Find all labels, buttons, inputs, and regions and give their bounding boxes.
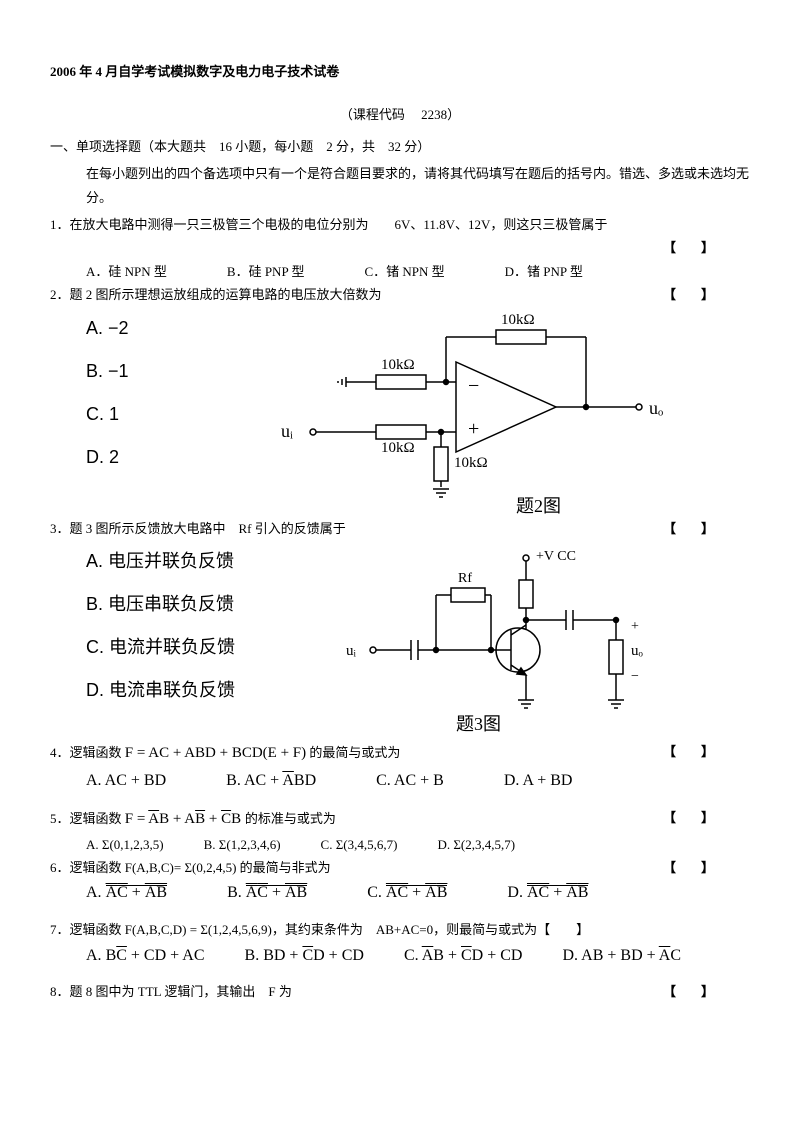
- svg-text:Rf: Rf: [458, 571, 472, 586]
- question-4: 4．逻辑函数 F = AC + ABD + BCD(E + F) 的最简与或式为…: [50, 740, 750, 767]
- q7-c: C. AB + CD + CD: [404, 942, 523, 971]
- svg-text:题3图: 题3图: [456, 714, 501, 734]
- svg-text:10kΩ: 10kΩ: [381, 357, 415, 373]
- svg-text:uₒ: uₒ: [649, 398, 663, 418]
- q3-d: D. 电流串联负反馈: [86, 669, 306, 712]
- q4-b: B. AC + ABD: [226, 767, 316, 796]
- q3-options: A. 电压并联负反馈 B. 电压串联负反馈 C. 电流并联负反馈 D. 电流串联…: [50, 540, 306, 713]
- q6-d: D. AC + AB: [507, 879, 588, 908]
- question-3: 3．题 3 图所示反馈放大电路中 Rf 引入的反馈属于 【 】: [50, 517, 750, 540]
- q6-c: C. AC + AB: [367, 879, 447, 908]
- svg-text:10kΩ: 10kΩ: [381, 440, 415, 456]
- q2-a: A. −2: [86, 307, 236, 350]
- svg-text:−: −: [631, 669, 639, 684]
- q4-expr: F = AC + ABD + BCD(E + F): [125, 745, 306, 761]
- section-heading: 一、单项选择题（本大题共 16 小题，每小题 2 分，共 32 分）: [50, 135, 750, 158]
- svg-text:uᵢ: uᵢ: [281, 421, 293, 441]
- question-2: 2．题 2 图所示理想运放组成的运算电路的电压放大倍数为 【 】: [50, 283, 750, 306]
- q5-c: C. Σ(3,4,5,6,7): [321, 833, 398, 856]
- q7-b: B. BD + CD + CD: [245, 942, 364, 971]
- q2-options: A. −2 B. −1 C. 1 D. 2: [50, 307, 236, 480]
- svg-text:−: −: [468, 375, 479, 397]
- svg-text:+: +: [468, 418, 479, 440]
- q4-bracket: 【 】: [663, 740, 720, 763]
- q8-bracket: 【 】: [663, 980, 720, 1003]
- q4-post: 的最简与或式为: [309, 745, 400, 760]
- q4-pre: 4．逻辑函数: [50, 745, 125, 760]
- q5-a: A. Σ(0,1,2,3,5): [86, 833, 164, 856]
- q5-d: D. Σ(2,3,4,5,7): [437, 833, 515, 856]
- question-1: 1．在放大电路中测得一只三极管三个电极的电位分别为 6V、11.8V、12V，则…: [50, 213, 750, 236]
- q2-figure: − + 10kΩ 10kΩ u: [256, 307, 676, 517]
- q2-b: B. −1: [86, 350, 236, 393]
- svg-text:uₒ: uₒ: [631, 643, 644, 659]
- svg-text:题2图: 题2图: [516, 496, 561, 516]
- q7-d: D. AB + BD + AC: [562, 942, 681, 971]
- course-code: （课程代码 2238）: [50, 103, 750, 126]
- q6-a: A. AC + AB: [86, 879, 167, 908]
- q3-bracket: 【 】: [663, 517, 720, 540]
- q1-a: A．硅 NPN 型: [86, 260, 167, 283]
- q5-b: B. Σ(1,2,3,4,6): [204, 833, 281, 856]
- question-7: 7．逻辑函数 F(A,B,C,D) = Σ(1,2,4,5,6,9)，其约束条件…: [50, 918, 750, 941]
- q7-options: A. BC + CD + AC B. BD + CD + CD C. AB + …: [50, 942, 750, 971]
- q1-bracket: 【 】: [663, 236, 720, 259]
- q4-options: A. AC + BD B. AC + ABD C. AC + B D. A + …: [50, 767, 750, 796]
- q1-b: B．硅 PNP 型: [227, 260, 305, 283]
- q4-c: C. AC + B: [376, 767, 444, 796]
- page-title: 2006 年 4 月自学考试模拟数字及电力电子技术试卷: [50, 60, 750, 83]
- q3-b: B. 电压串联负反馈: [86, 583, 306, 626]
- q6-bracket: 【 】: [663, 856, 720, 879]
- svg-text:+V CC: +V CC: [536, 549, 576, 564]
- q8-text: 8．题 8 图中为 TTL 逻辑门，其输出 F 为: [50, 984, 292, 999]
- q3-a: A. 电压并联负反馈: [86, 540, 306, 583]
- q7-text: 7．逻辑函数 F(A,B,C,D) = Σ(1,2,4,5,6,9)，其约束条件…: [50, 922, 589, 937]
- q6-options: A. AC + AB B. AC + AB C. AC + AB D. AC +…: [50, 879, 750, 908]
- code-value: 2238）: [421, 107, 460, 122]
- q6-b: B. AC + AB: [227, 879, 307, 908]
- svg-text:+: +: [631, 619, 639, 634]
- q1-c: C．锗 NPN 型: [364, 260, 444, 283]
- code-label: （课程代码: [340, 107, 405, 122]
- q7-a: A. BC + CD + AC: [86, 942, 205, 971]
- q1-text: 1．在放大电路中测得一只三极管三个电极的电位分别为 6V、11.8V、12V，则…: [50, 217, 607, 232]
- q2-bracket: 【 】: [663, 283, 720, 306]
- q1-d: D．锗 PNP 型: [505, 260, 583, 283]
- q5-options: A. Σ(0,1,2,3,5) B. Σ(1,2,3,4,6) C. Σ(3,4…: [50, 833, 750, 856]
- q5-bracket: 【 】: [663, 806, 720, 829]
- question-6: 6．逻辑函数 F(A,B,C)= Σ(0,2,4,5) 的最简与非式为 【 】: [50, 856, 750, 879]
- q4-d: D. A + BD: [504, 767, 573, 796]
- question-8: 8．题 8 图中为 TTL 逻辑门，其输出 F 为 【 】: [50, 980, 750, 1003]
- q6-text: 6．逻辑函数 F(A,B,C)= Σ(0,2,4,5) 的最简与非式为: [50, 860, 331, 875]
- svg-text:10kΩ: 10kΩ: [501, 312, 535, 328]
- q2-c: C. 1: [86, 393, 236, 436]
- section-note: 在每小题列出的四个备选项中只有一个是符合题目要求的，请将其代码填写在题后的括号内…: [50, 162, 750, 209]
- q5-expr: F = AB + AB + CB: [125, 811, 245, 827]
- q3-figure: +V CC Rf: [326, 540, 666, 740]
- q4-a: A. AC + BD: [86, 767, 166, 796]
- svg-text:10kΩ: 10kΩ: [454, 455, 488, 471]
- q2-text: 2．题 2 图所示理想运放组成的运算电路的电压放大倍数为: [50, 287, 382, 302]
- q5-pre: 5．逻辑函数: [50, 811, 125, 826]
- q3-c: C. 电流并联负反馈: [86, 626, 306, 669]
- q2-d: D. 2: [86, 436, 236, 479]
- q1-options: A．硅 NPN 型 B．硅 PNP 型 C．锗 NPN 型 D．锗 PNP 型: [50, 260, 750, 283]
- question-5: 5．逻辑函数 F = AB + AB + CB 的标准与或式为 【 】: [50, 806, 750, 833]
- svg-text:uᵢ: uᵢ: [346, 643, 357, 659]
- q3-text: 3．题 3 图所示反馈放大电路中 Rf 引入的反馈属于: [50, 521, 346, 536]
- q5-post: 的标准与或式为: [245, 811, 336, 826]
